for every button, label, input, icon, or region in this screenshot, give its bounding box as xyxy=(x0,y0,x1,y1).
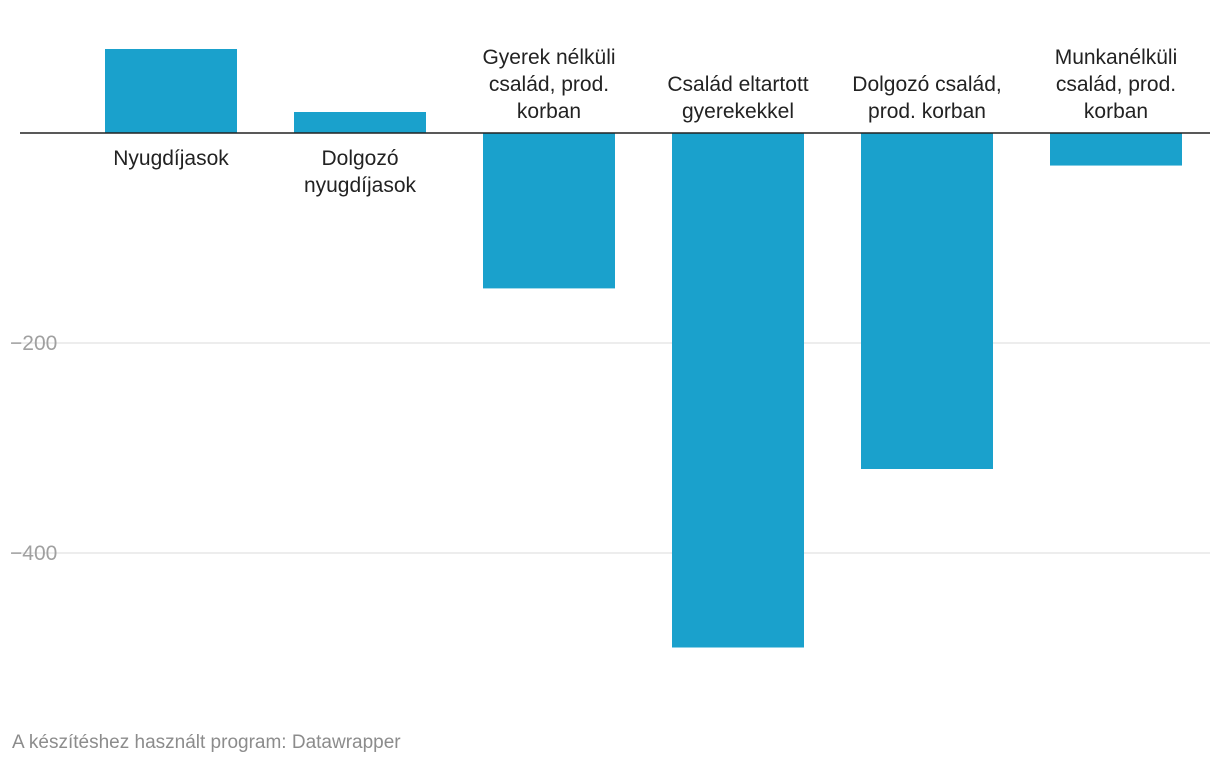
bar-1 xyxy=(294,112,426,133)
bar-5 xyxy=(1050,133,1182,166)
category-label-3: Család eltartott gyerekekkel xyxy=(667,73,808,123)
category-label-2-line-0: Gyerek nélküli xyxy=(482,46,615,69)
bar-2 xyxy=(483,133,615,289)
category-label-5: Munkanélküli család, prod. korban xyxy=(1055,46,1178,123)
category-label-5-line-2: korban xyxy=(1084,100,1148,123)
bar-4 xyxy=(861,133,993,469)
category-label-2-line-2: korban xyxy=(517,100,581,123)
category-label-1: Dolgozó nyugdíjasok xyxy=(304,147,417,197)
category-label-5-line-1: család, prod. xyxy=(1056,73,1176,96)
footer-credit: A készítéshez használt program: Datawrap… xyxy=(12,732,401,753)
category-label-2: Gyerek nélküli család, prod. korban xyxy=(482,46,615,123)
category-label-4-line-0: Dolgozó család, xyxy=(852,73,1001,96)
bar-0 xyxy=(105,49,237,133)
category-label-4: Dolgozó család, prod. korban xyxy=(852,73,1001,123)
category-label-1-line-0: Dolgozó xyxy=(321,147,398,170)
category-label-4-line-1: prod. korban xyxy=(868,100,986,123)
category-label-0-line-0: Nyugdíjasok xyxy=(113,147,229,170)
category-label-2-line-1: család, prod. xyxy=(489,73,609,96)
y-tick-label-0: −200 xyxy=(10,332,57,355)
grid-lines: −200 −400 xyxy=(10,332,1210,565)
bars xyxy=(105,49,1182,648)
category-label-0: Nyugdíjasok xyxy=(113,147,229,170)
y-tick-label-1: −400 xyxy=(10,542,57,565)
category-label-1-line-1: nyugdíjasok xyxy=(304,174,417,197)
bar-3 xyxy=(672,133,804,648)
category-label-5-line-0: Munkanélküli xyxy=(1055,46,1178,69)
category-label-3-line-0: Család eltartott xyxy=(667,73,808,96)
bar-chart: −200 −400 Nyugdíjasok Dolgozó nyugdíjasok Gy… xyxy=(10,46,1210,648)
category-labels: Nyugdíjasok Dolgozó nyugdíjasok Gyerek nélk… xyxy=(113,46,1177,197)
category-label-3-line-1: gyerekekkel xyxy=(682,100,794,123)
